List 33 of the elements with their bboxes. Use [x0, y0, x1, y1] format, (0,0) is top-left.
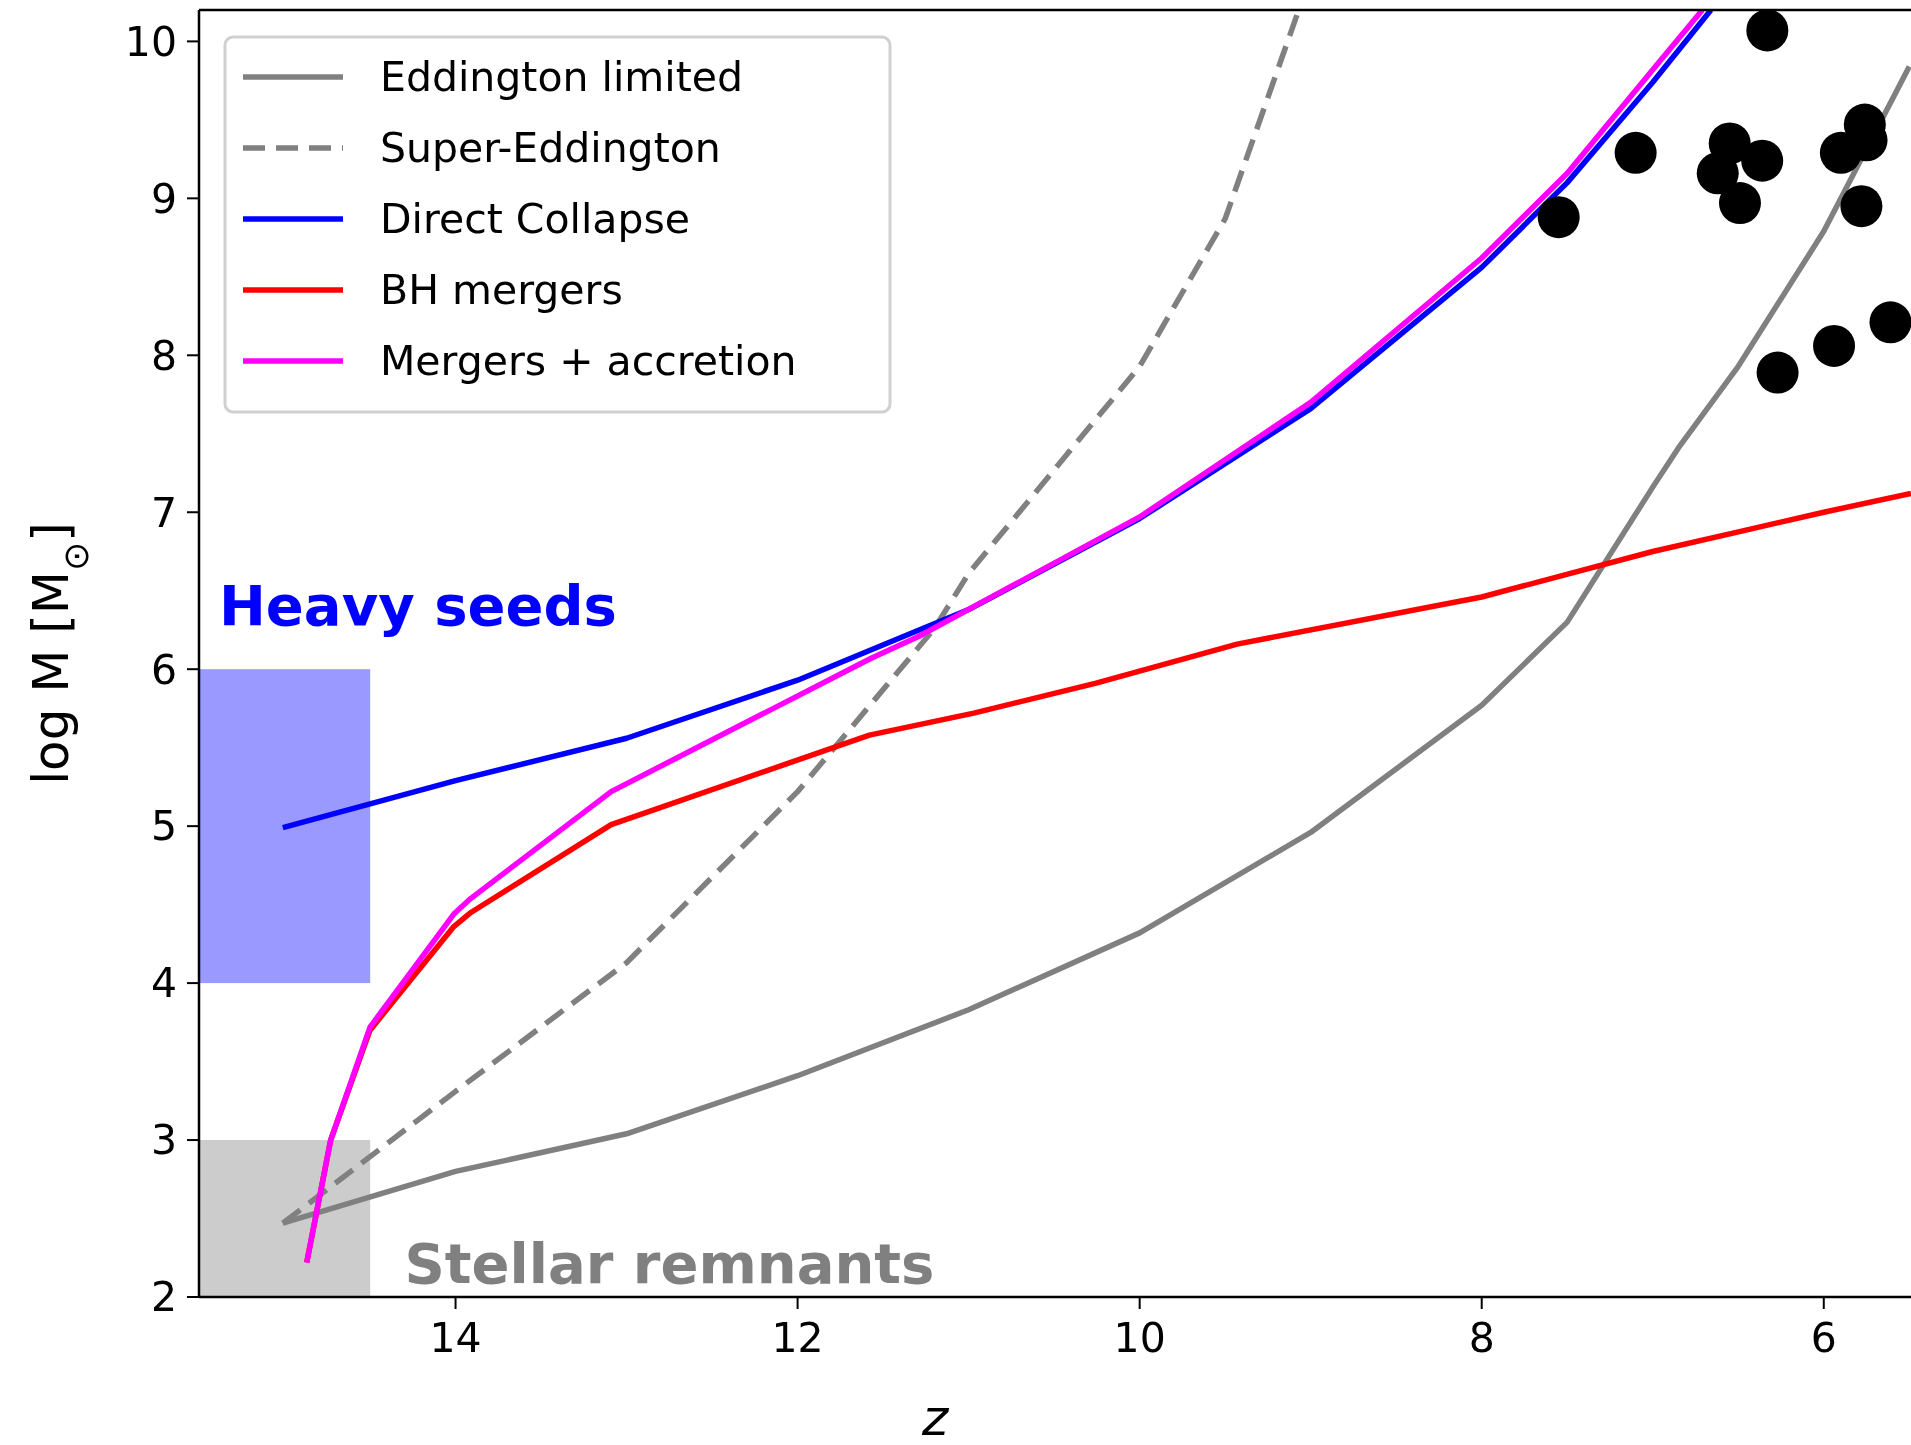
- point: [1741, 139, 1784, 182]
- y-tick-label: 10: [124, 17, 177, 66]
- point: [1718, 182, 1761, 225]
- legend-label: Direct Collapse: [380, 195, 691, 244]
- point: [1819, 131, 1862, 174]
- x-tick-label: 12: [771, 1314, 824, 1362]
- y-tick-label: 2: [150, 1273, 177, 1322]
- legend-label: Super-Eddington: [380, 124, 721, 173]
- legend-label: BH mergers: [380, 266, 623, 315]
- y-tick-label: 5: [150, 802, 177, 851]
- point: [1869, 301, 1911, 344]
- point: [1746, 10, 1789, 52]
- point: [1614, 131, 1657, 174]
- y-tick-label: 9: [150, 174, 177, 223]
- y-tick-label: 7: [150, 488, 177, 537]
- point: [1537, 196, 1580, 239]
- band-label: Stellar remnants: [404, 1231, 935, 1296]
- legend-label: Eddington limited: [380, 53, 743, 102]
- point: [1840, 185, 1883, 228]
- x-tick-label: 8: [1468, 1314, 1495, 1362]
- y-tick-label: 8: [150, 331, 177, 380]
- y-tick-label: 4: [150, 959, 177, 1008]
- point: [1696, 152, 1739, 195]
- x-tick-label: 14: [429, 1314, 482, 1362]
- legend-label: Mergers + accretion: [380, 337, 797, 386]
- x-tick-label: 10: [1113, 1314, 1166, 1362]
- x-axis-title: z: [920, 1389, 950, 1445]
- point: [1813, 324, 1856, 367]
- y-tick-label: 6: [150, 645, 177, 694]
- y-tick-label: 3: [150, 1116, 177, 1165]
- band-label: Heavy seeds: [219, 573, 617, 639]
- point: [1756, 351, 1799, 394]
- x-tick-label: 6: [1810, 1314, 1837, 1362]
